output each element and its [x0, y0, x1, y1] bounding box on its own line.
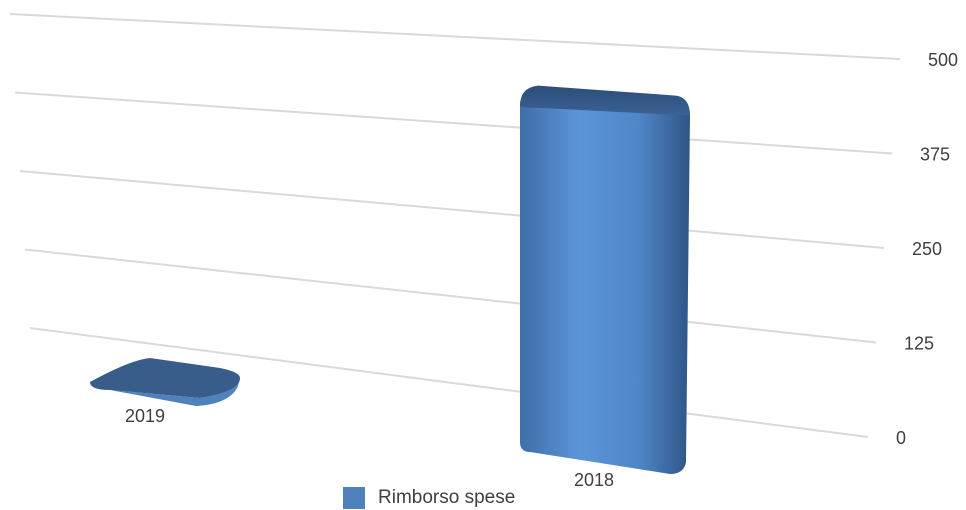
y-tick-label: 250	[912, 239, 942, 259]
x-axis-labels: 2019 2018	[125, 406, 614, 490]
gridline	[14, 91, 893, 155]
gridline	[24, 248, 877, 344]
y-tick-label: 125	[904, 334, 934, 354]
gridlines	[9, 13, 901, 438]
legend-swatch	[343, 487, 365, 509]
y-tick-label: 500	[928, 50, 958, 70]
x-category-label: 2019	[125, 406, 165, 426]
legend-label: Rimborso spese	[378, 487, 516, 508]
x-category-label: 2018	[574, 470, 614, 490]
bar	[520, 85, 690, 474]
gridline	[9, 13, 901, 60]
y-tick-label: 0	[896, 428, 906, 448]
y-tick-label: 375	[920, 145, 950, 165]
bars	[90, 85, 690, 474]
gridline	[19, 170, 885, 249]
bar	[90, 358, 240, 406]
y-axis-ticks: 0 125 250 375 500	[896, 50, 958, 448]
gridline	[29, 327, 869, 438]
legend: Rimborso spese	[343, 486, 515, 510]
